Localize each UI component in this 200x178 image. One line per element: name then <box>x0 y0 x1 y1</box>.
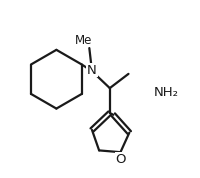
Text: Me: Me <box>74 33 92 47</box>
Text: O: O <box>115 153 126 166</box>
Text: N: N <box>87 64 97 77</box>
Text: NH₂: NH₂ <box>153 86 178 100</box>
